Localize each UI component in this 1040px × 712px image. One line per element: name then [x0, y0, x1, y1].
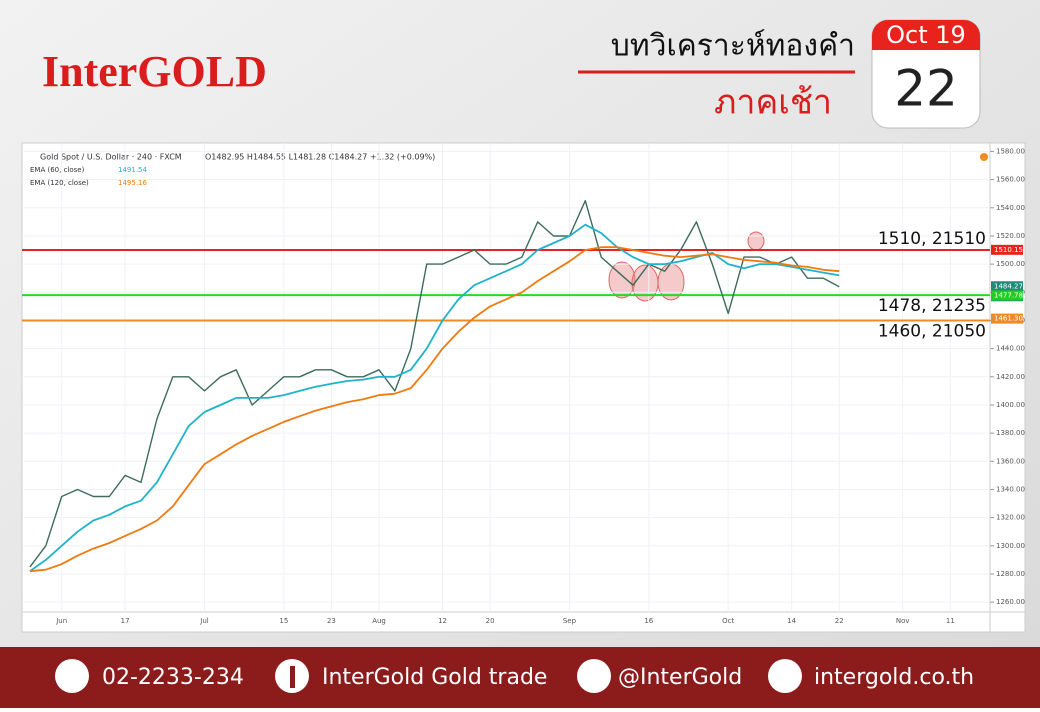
- x-tick-label: Oct: [722, 617, 734, 625]
- chart-title: Gold Spot / U.S. Dollar · 240 · FXCM: [40, 153, 182, 162]
- circle-annotation: [608, 261, 636, 299]
- ohlc: O1482.95 H1484.55 L1481.28 C1484.27 +1.3…: [205, 153, 435, 162]
- y-tick-label: 1560.00: [996, 176, 1025, 184]
- price-tag-label: 1477.78: [994, 291, 1023, 299]
- price-tag: [991, 244, 1023, 255]
- y-tick-label: 1280.00: [996, 570, 1025, 578]
- y-tick-label: 1320.00: [996, 514, 1025, 522]
- x-tick-label: 22: [835, 617, 844, 625]
- line: @InterGold: [618, 665, 742, 690]
- y-tick-label: 1580.00: [996, 147, 1025, 155]
- x-tick-label: Nov: [896, 617, 910, 625]
- phone: 02-2233-234: [102, 665, 244, 690]
- x-tick-label: Jun: [55, 617, 67, 625]
- x-tick-label: 16: [644, 617, 653, 625]
- x-tick-label: Aug: [372, 617, 386, 625]
- y-tick-label: 1520.00: [996, 232, 1025, 240]
- price-tag-label: 1484.27: [994, 282, 1023, 290]
- x-tick-label: 12: [438, 617, 447, 625]
- calendar-month: Oct 19: [886, 21, 966, 49]
- subtitle: ภาคเช้า: [714, 83, 832, 123]
- alert-icon: [980, 153, 988, 161]
- facebook: InterGold Gold trade: [322, 665, 547, 690]
- website: intergold.co.th: [814, 665, 974, 690]
- price-tag: [991, 281, 1023, 292]
- y-tick-label: 1400.00: [996, 401, 1025, 409]
- logo: InterGOLD: [42, 47, 267, 96]
- legend-name: EMA (120, close): [30, 179, 89, 187]
- chart-panel: [21, 142, 1026, 633]
- y-tick-label: 1340.00: [996, 485, 1025, 493]
- chart: Gold Spot / U.S. Dollar · 240 · FXCM O14…: [21, 142, 1026, 633]
- price-line: [29, 200, 840, 568]
- x-tick-label: 15: [279, 617, 288, 625]
- price-tag-label: 1510.15: [994, 246, 1023, 254]
- x-tick-label: 17: [121, 617, 130, 625]
- x-tick-label: 23: [327, 617, 336, 625]
- line-icon: [577, 659, 611, 693]
- x-tick-label: 11: [946, 617, 955, 625]
- legend-value: 1491.54: [118, 166, 147, 174]
- y-tick-label: 1360.00: [996, 457, 1025, 465]
- footer: 02-2233-234 InterGold Gold trade @InterG…: [55, 659, 974, 693]
- level-label: 1478, 21235: [878, 296, 986, 316]
- x-tick-label: 14: [787, 617, 796, 625]
- web-icon: [768, 659, 802, 693]
- phone-icon: [55, 659, 89, 693]
- y-tick-label: 1260.00: [996, 598, 1025, 606]
- x-tick-label: 20: [486, 617, 495, 625]
- price-tag-label: 1461.30: [994, 315, 1023, 323]
- x-tick-label: Jul: [199, 617, 209, 625]
- y-tick-label: 1540.00: [996, 204, 1025, 212]
- x-tick-label: Sep: [563, 617, 577, 625]
- calendar-day: 22: [894, 60, 958, 118]
- y-tick-label: 1440.00: [996, 345, 1025, 353]
- footer-bar: [0, 647, 1040, 708]
- legend-value: 1495.16: [118, 179, 147, 187]
- facebook-glyph: [290, 666, 295, 688]
- y-tick-label: 1420.00: [996, 373, 1025, 381]
- y-tick-label: 1500.00: [996, 260, 1025, 268]
- y-tick-label: 1300.00: [996, 542, 1025, 550]
- calendar: Oct 19 22: [871, 19, 981, 129]
- price-tag: [991, 313, 1023, 324]
- level-label: 1510, 21510: [878, 229, 986, 249]
- legend-name: EMA (60, close): [30, 166, 85, 174]
- level-label: 1460, 21050: [878, 321, 986, 341]
- title: บทวิเคราะห์ทองคำ: [611, 29, 855, 64]
- circle-annotation: [747, 231, 765, 251]
- y-tick-label: 1380.00: [996, 429, 1025, 437]
- price-tag: [991, 290, 1023, 301]
- ema-line: [29, 246, 840, 573]
- calendar-top: [872, 20, 980, 50]
